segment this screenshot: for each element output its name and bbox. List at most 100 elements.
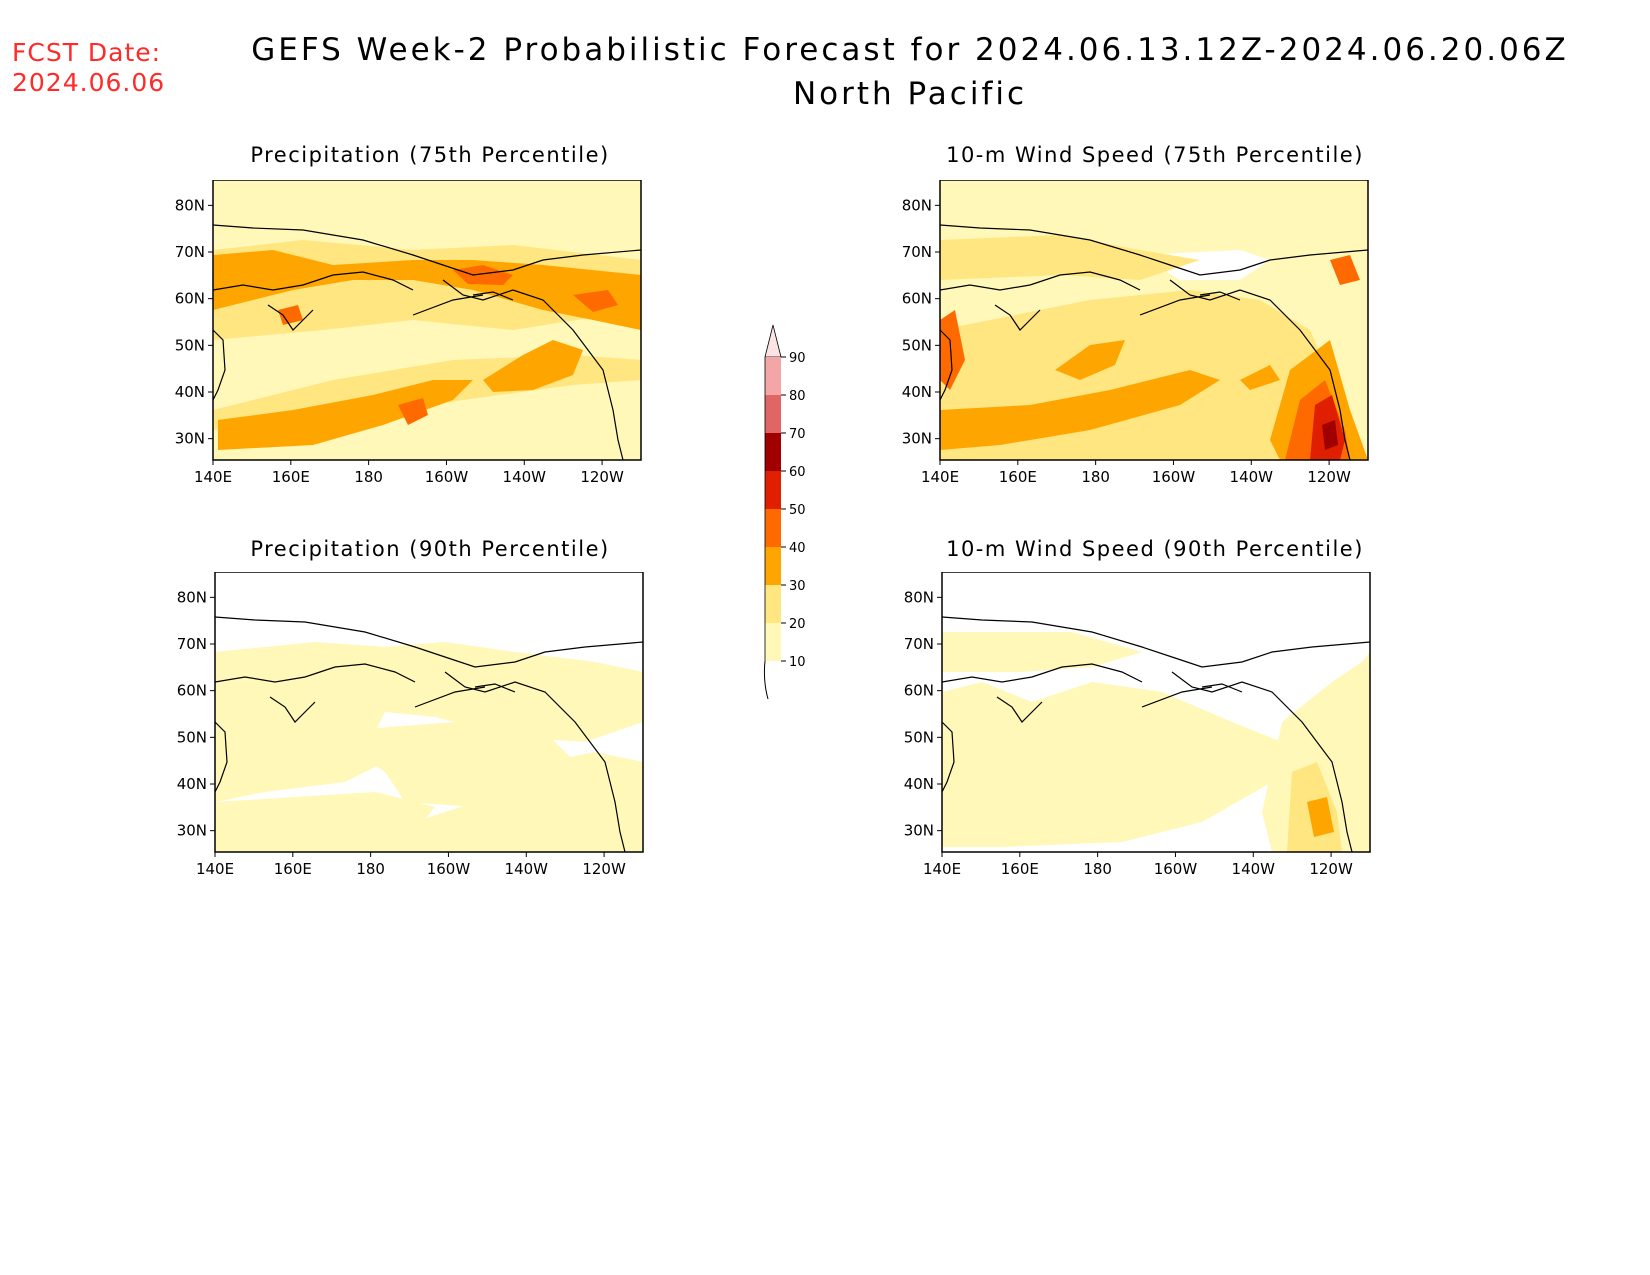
lon-tick-label: 160W	[425, 468, 469, 486]
lat-tick-label: 40N	[177, 775, 207, 793]
lat-tick-label: 50N	[175, 336, 205, 354]
lat-tick-label: 80N	[904, 588, 934, 606]
probability-shade	[1240, 365, 1280, 390]
map-frame	[939, 180, 1369, 461]
lat-tick-label: 60N	[175, 290, 205, 308]
coastline	[1139, 294, 1211, 316]
colorbar-label: 90	[789, 351, 806, 366]
lat-tick-label: 40N	[902, 383, 932, 401]
colorbar-label: 30	[789, 579, 806, 594]
probability-shade	[453, 265, 513, 285]
coastline	[941, 663, 1143, 683]
map-frame	[212, 180, 642, 461]
coastline	[214, 616, 644, 668]
coastline	[214, 721, 228, 793]
coastline	[214, 663, 416, 683]
lon-tick-label: 180	[1083, 860, 1112, 878]
lon-tick-label: 160E	[1001, 860, 1039, 878]
coastline	[267, 304, 314, 331]
coastline	[941, 721, 955, 793]
probability-shade	[1307, 797, 1334, 837]
lat-tick-label: 60N	[904, 682, 934, 700]
lat-tick-label: 60N	[902, 290, 932, 308]
lon-tick-label: 160E	[274, 860, 312, 878]
lon-tick-label: 140E	[194, 468, 232, 486]
coastline	[269, 696, 316, 723]
lon-tick-label: 160W	[1152, 468, 1196, 486]
lat-tick-label: 40N	[175, 383, 205, 401]
map-plot-area: 140E 160E 180 160W 140W 120W 80N 70N 60N 50N 40N 30…	[177, 572, 644, 878]
colorbar-swatch	[765, 509, 781, 547]
colorbar-top-cap	[764, 324, 782, 358]
coastline	[1141, 686, 1213, 708]
map-panel-precip-90: 140E 160E 180 160W 140W 120W 80N 70N 60N 50N 40N 30…	[177, 572, 644, 878]
colorbar-swatch	[765, 433, 781, 471]
lon-tick-label: 140E	[923, 860, 961, 878]
lon-tick-label: 120W	[1309, 860, 1353, 878]
colorbar-swatch	[765, 547, 781, 585]
coastline	[1201, 683, 1243, 693]
lat-tick-label: 30N	[175, 430, 205, 448]
panel-title-wind-75: 10-m Wind Speed (75th Percentile)	[946, 143, 1364, 167]
lon-tick-label: 120W	[1307, 468, 1351, 486]
lat-tick-label: 60N	[177, 682, 207, 700]
probability-shade	[1055, 340, 1125, 380]
probability-shade	[573, 290, 618, 312]
coastline	[939, 329, 953, 401]
probability-shade	[278, 305, 303, 325]
coastline	[472, 291, 514, 301]
map-frame	[941, 572, 1371, 853]
probability-shade	[398, 398, 428, 425]
probability-shade	[218, 380, 473, 450]
lon-tick-label: 160E	[272, 468, 310, 486]
coastline	[442, 279, 624, 461]
coastline	[941, 616, 1371, 668]
coastline	[996, 696, 1043, 723]
lat-tick-label: 50N	[177, 728, 207, 746]
coastline	[414, 686, 486, 708]
forecast-date-value: 2024.06.06	[12, 68, 166, 97]
probability-shade	[940, 235, 1200, 280]
panel-title-wind-90: 10-m Wind Speed (90th Percentile)	[946, 537, 1364, 561]
lon-tick-label: 160W	[427, 860, 471, 878]
lon-tick-label: 180	[1081, 468, 1110, 486]
coastline	[1169, 279, 1351, 461]
coastline	[474, 683, 516, 693]
map-frame	[214, 572, 644, 853]
lon-tick-label: 140W	[503, 468, 547, 486]
lat-tick-label: 30N	[177, 822, 207, 840]
colorbar: 10 20 30 40 50 60 70 80 90	[763, 324, 806, 700]
coastline	[444, 671, 626, 853]
lon-tick-label: 140E	[196, 860, 234, 878]
colorbar-swatch	[765, 395, 781, 433]
probability-shade	[1322, 420, 1338, 450]
colorbar-swatch	[765, 585, 781, 623]
map-plot-area: 140E 160E 180 160W 140W 120W 80N 70N 60N 50N 40N 30…	[904, 572, 1371, 878]
coastline	[939, 224, 1369, 276]
map-plot-area: 140E 160E 180 160W 140W 120W 80N 70N 60N 50N 40N 30…	[902, 180, 1369, 486]
map-panel-precip-75: 140E 160E 180 160W 140W 120W 80N 70N 60N 50N 40N 30…	[175, 180, 642, 486]
coastline	[1199, 291, 1241, 301]
lat-tick-label: 50N	[904, 728, 934, 746]
probability-shade	[940, 370, 1220, 450]
colorbar-label: 70	[789, 427, 806, 442]
probability-shade	[1262, 652, 1370, 852]
lat-tick-label: 80N	[175, 196, 205, 214]
forecast-date-label: FCST Date:	[12, 38, 162, 67]
lon-tick-label: 160E	[999, 468, 1037, 486]
probability-shade	[215, 792, 435, 847]
lat-tick-label: 50N	[902, 336, 932, 354]
panel-title-precip-75: Precipitation (75th Percentile)	[250, 143, 610, 167]
probability-shade	[1330, 255, 1360, 285]
colorbar-bottom-cap	[763, 660, 769, 700]
lon-tick-label: 140E	[921, 468, 959, 486]
map-plot-area: 140E 160E 180 160W 140W 120W 80N 70N 60N 50N 40N 30…	[175, 180, 642, 486]
panel-title-precip-90: Precipitation (90th Percentile)	[250, 537, 610, 561]
lat-tick-label: 70N	[177, 635, 207, 653]
coastline	[212, 329, 226, 401]
lon-tick-label: 120W	[582, 860, 626, 878]
lon-tick-label: 140W	[1232, 860, 1276, 878]
lat-tick-label: 70N	[902, 243, 932, 261]
coastline	[1171, 671, 1353, 853]
region-subtitle: North Pacific	[792, 76, 1028, 112]
